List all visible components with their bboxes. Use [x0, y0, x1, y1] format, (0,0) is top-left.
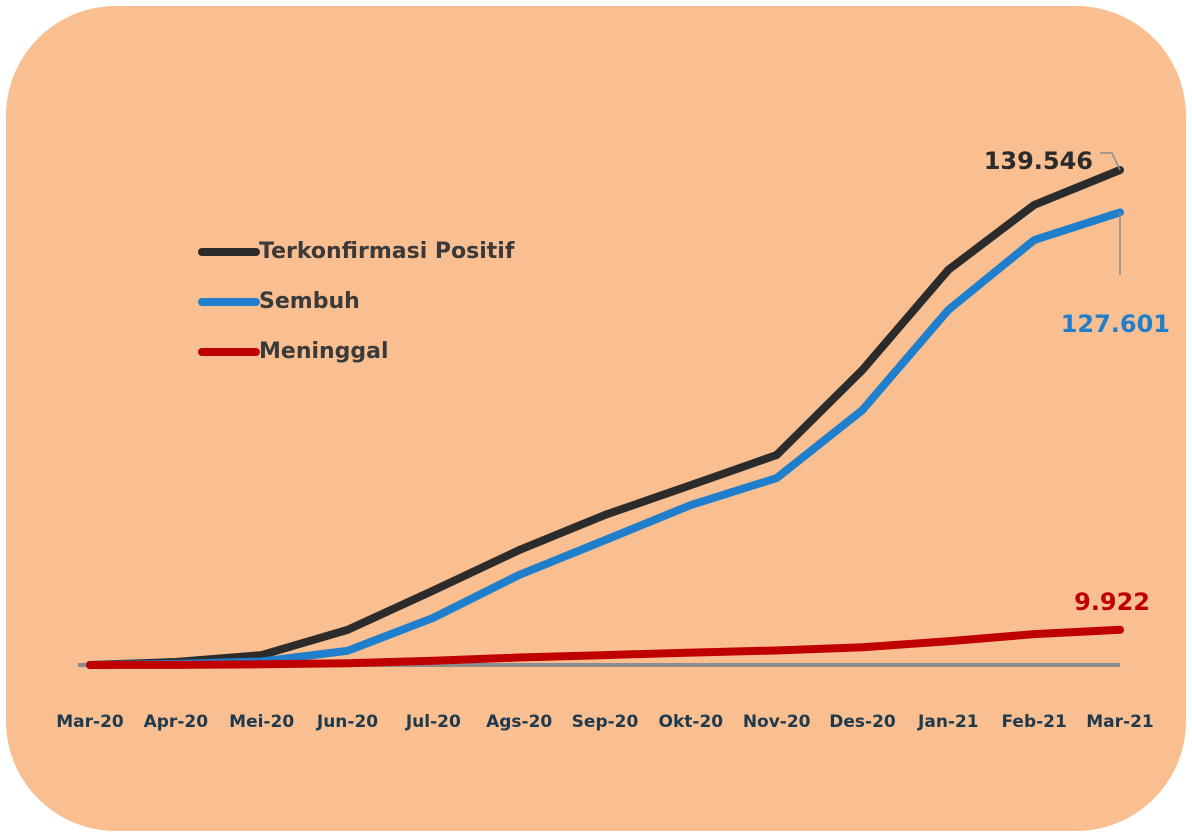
legend-label: Meninggal — [259, 339, 389, 364]
chart-background — [6, 6, 1186, 831]
x-tick-label: Jul-20 — [405, 712, 461, 732]
legend-label: Terkonfirmasi Positif — [259, 239, 515, 264]
x-tick-label: Nov-20 — [743, 712, 811, 732]
x-tick-label: Sep-20 — [572, 712, 639, 732]
series-line — [86, 625, 1124, 669]
data-label: 139.546 — [984, 147, 1093, 175]
x-tick-label: Mar-21 — [1086, 712, 1154, 732]
legend-label: Sembuh — [259, 289, 360, 314]
label-leader — [1100, 152, 1121, 171]
x-tick-label: Mar-20 — [56, 712, 124, 732]
x-tick-label: Okt-20 — [659, 712, 724, 732]
data-label: 127.601 — [1061, 310, 1170, 338]
series-line — [86, 166, 1124, 669]
x-tick-label: Jun-20 — [316, 712, 378, 732]
x-tick-label: Des-20 — [829, 712, 896, 732]
x-tick-label: Apr-20 — [144, 712, 209, 732]
x-tick-label: Mei-20 — [229, 712, 294, 732]
x-tick-label: Feb-21 — [1001, 712, 1066, 732]
data-label: 9.922 — [1074, 588, 1150, 616]
x-tick-label: Jan-21 — [917, 712, 979, 732]
x-tick-label: Ags-20 — [486, 712, 552, 732]
